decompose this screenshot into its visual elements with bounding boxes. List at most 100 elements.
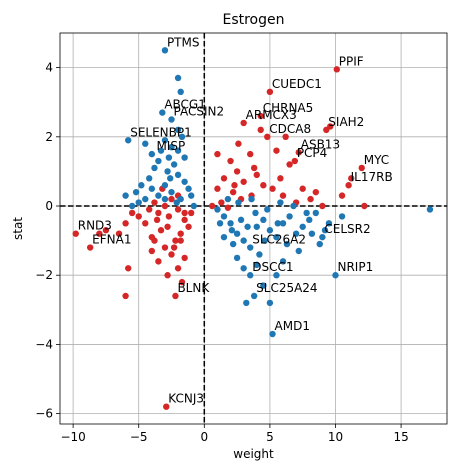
point-blue [161, 182, 169, 189]
point-red [214, 185, 221, 192]
point-blue [292, 230, 300, 237]
grid [60, 33, 447, 424]
point-blue [325, 220, 333, 227]
point-red [115, 230, 123, 237]
point-red [208, 202, 216, 210]
point-red [168, 195, 175, 203]
point-blue [155, 192, 162, 199]
point-red [187, 209, 195, 217]
point-red [286, 161, 293, 168]
point-blue [332, 272, 339, 279]
point-blue [277, 199, 284, 206]
point-red [142, 220, 149, 227]
point-red [235, 140, 242, 147]
annotation-efna1: EFNA1 [92, 233, 131, 247]
annotation-selenbp1: SELENBP1 [130, 125, 192, 139]
point-red [161, 244, 169, 251]
point-blue [247, 244, 254, 251]
point-red [240, 178, 247, 185]
point-red [177, 237, 184, 244]
point-red [250, 164, 258, 172]
point-red [161, 202, 169, 210]
point-blue [187, 192, 195, 199]
point-blue [229, 240, 237, 248]
point-red [128, 209, 136, 217]
annotation-il17rb: IL17RB [351, 170, 393, 184]
y-tick-label: 2 [45, 130, 53, 144]
annotation-celsr2: CELSR2 [324, 222, 370, 236]
point-red [214, 150, 221, 158]
point-red [174, 265, 182, 272]
point-red [178, 278, 186, 286]
point-red [240, 119, 247, 127]
point-blue [185, 185, 192, 192]
point-blue [260, 282, 267, 289]
point-red [163, 403, 170, 410]
annotation-dscc1: DSCC1 [252, 260, 293, 274]
x-tick-label: −5 [130, 430, 148, 444]
point-blue [174, 74, 182, 82]
x-tick-label: 0 [200, 430, 208, 444]
point-red [291, 157, 299, 165]
point-blue [142, 140, 149, 147]
point-red [218, 199, 225, 206]
point-red [153, 216, 161, 224]
point-blue [174, 171, 182, 179]
point-blue [299, 223, 306, 230]
point-blue [155, 157, 162, 165]
point-blue [260, 216, 267, 224]
point-blue [274, 220, 281, 227]
point-blue [161, 137, 169, 144]
point-blue [273, 233, 280, 241]
point-blue [235, 199, 242, 206]
point-blue [244, 223, 251, 230]
point-blue [240, 237, 247, 244]
point-blue [286, 213, 293, 220]
point-blue [273, 272, 280, 279]
y-tick-label: −2 [35, 268, 53, 282]
point-red [164, 223, 171, 230]
point-red [170, 244, 178, 251]
point-red [338, 192, 346, 199]
point-blue [125, 137, 132, 144]
point-red [253, 171, 260, 179]
point-red [181, 209, 188, 217]
point-red [151, 237, 158, 244]
point-blue [181, 178, 188, 185]
annotation-myc: MYC [364, 153, 389, 167]
point-blue [146, 175, 153, 182]
annotation-chrna5: CHRNA5 [263, 101, 314, 115]
point-red [273, 147, 280, 154]
x-axis-label: weight [233, 447, 274, 461]
point-blue [220, 233, 228, 241]
point-blue [261, 237, 268, 244]
point-red [257, 112, 264, 120]
point-blue [178, 133, 186, 141]
point-blue [128, 202, 136, 210]
y-axis-label: stat [11, 217, 25, 240]
point-red [125, 265, 132, 272]
point-red [174, 206, 182, 213]
point-red [181, 254, 188, 262]
annotation-cuedc1: CUEDC1 [272, 77, 322, 91]
y-tick-label: 4 [45, 61, 53, 75]
point-blue [253, 261, 260, 269]
point-blue [233, 254, 241, 262]
point-red [312, 188, 320, 196]
point-red [299, 185, 306, 192]
point-blue [174, 126, 182, 134]
point-blue [279, 258, 287, 265]
point-blue [157, 147, 165, 154]
point-blue [168, 143, 175, 151]
point-blue [228, 227, 236, 234]
point-blue [122, 192, 129, 199]
point-blue [253, 223, 260, 230]
point-blue [252, 209, 259, 217]
point-blue [174, 147, 182, 154]
point-red [148, 247, 156, 255]
point-red [266, 88, 274, 96]
point-blue [283, 240, 291, 248]
point-blue [295, 247, 302, 255]
point-blue [142, 195, 149, 203]
